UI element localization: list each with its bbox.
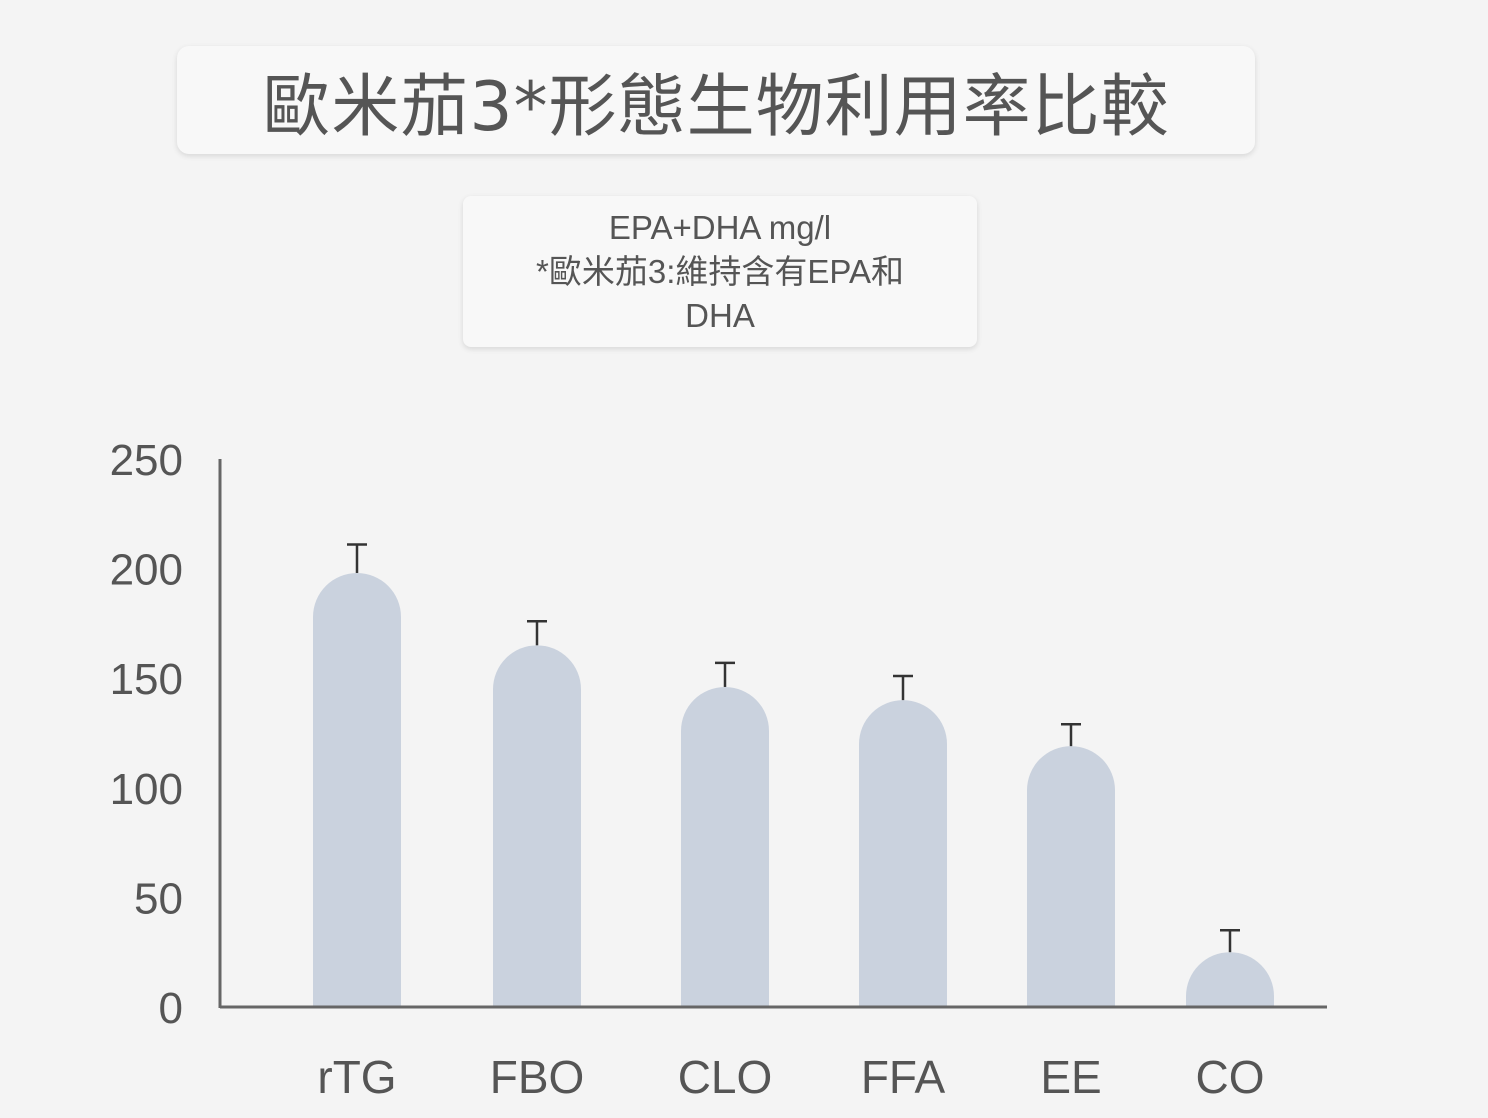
x-tick-label: CLO — [678, 1051, 773, 1103]
subtitle-card: EPA+DHA mg/l *歐米茄3:維持含有EPA和 DHA — [463, 196, 977, 347]
bar-rtg — [313, 572, 401, 1007]
x-tick-label: FBO — [490, 1051, 585, 1103]
y-tick-label: 0 — [159, 984, 183, 1033]
subtitle-line-2: *歐米茄3:維持含有EPA和 — [536, 252, 904, 290]
y-tick-label: 200 — [110, 546, 183, 595]
x-tick-label: EE — [1040, 1051, 1101, 1103]
bar-clo — [681, 686, 769, 1007]
bar-fbo — [493, 645, 581, 1007]
y-tick-label: 250 — [110, 436, 183, 485]
y-tick-label: 150 — [110, 655, 183, 704]
x-tick-label: CO — [1196, 1051, 1265, 1103]
bar-ffa — [859, 700, 947, 1007]
bar-co — [1186, 952, 1274, 1007]
subtitle-line-1: EPA+DHA mg/l — [608, 208, 832, 246]
title-card: 歐米茄3*形態生物利用率比較 — [177, 46, 1255, 154]
bar-ee — [1027, 746, 1115, 1007]
x-tick-label: FFA — [861, 1051, 946, 1103]
subtitle-line-3: DHA — [685, 296, 755, 334]
chart-title: 歐米茄3*形態生物利用率比較 — [262, 67, 1170, 147]
y-tick-label: 100 — [110, 765, 183, 814]
x-tick-label: rTG — [317, 1051, 396, 1103]
y-tick-label: 50 — [134, 874, 183, 923]
